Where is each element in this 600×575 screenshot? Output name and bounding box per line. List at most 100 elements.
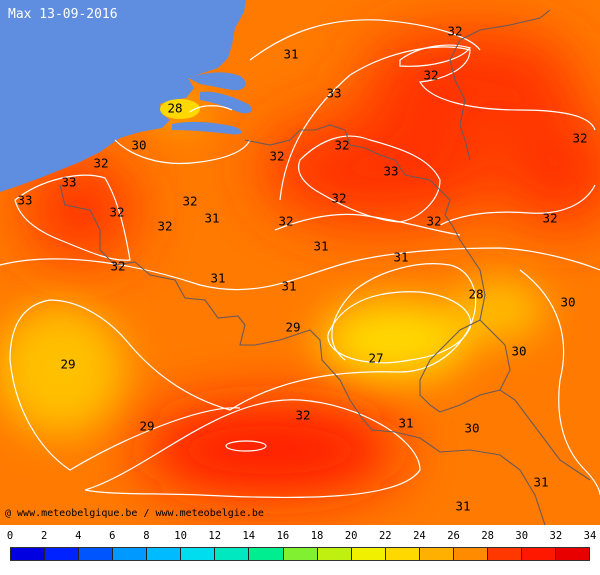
isotherm-label: 29 (60, 356, 76, 372)
isoline-33-west (14, 174, 131, 261)
border-be-de (419, 224, 486, 413)
scale-segment (317, 548, 352, 560)
isotherm-label: 33 (326, 85, 342, 101)
scale-tick-label: 26 (447, 530, 460, 542)
border-de-fr (499, 389, 591, 481)
isotherm-label: 32 (426, 213, 442, 229)
map-canvas (0, 0, 600, 525)
isotherm-label: 32 (447, 23, 463, 39)
isotherm-label: 31 (283, 46, 299, 62)
scale-segment (487, 548, 522, 560)
scale-segment (385, 548, 420, 560)
isotherm-label: 33 (17, 192, 33, 208)
isotherm-label: 32 (331, 190, 347, 206)
isotherm-label: 31 (313, 238, 329, 254)
cool-zone-west (0, 305, 125, 435)
isotherm-label: 32 (93, 155, 109, 171)
isotherm-label: 30 (464, 420, 480, 436)
isotherm-label: 33 (61, 174, 77, 190)
hot-zone-west (25, 160, 135, 260)
isotherm-label: 29 (285, 319, 301, 335)
hot-zone-east (500, 110, 600, 230)
scale-segment (10, 548, 46, 560)
isotherm-label: 32 (110, 258, 126, 274)
isotherm-label: 27 (368, 350, 384, 366)
isoline-27 (327, 291, 472, 364)
estuary-south (172, 121, 242, 135)
hot-zone-south (140, 405, 400, 495)
country-borders (59, 9, 591, 525)
border-fr-be (59, 184, 546, 525)
estuary-middle (200, 91, 252, 114)
isotherm-label: 32 (542, 210, 558, 226)
scale-bar (10, 547, 591, 561)
credit-text: @ www.meteobelgique.be / www.meteobelgie… (5, 508, 264, 519)
hot-zone-north (260, 115, 500, 225)
isotherm-label: 30 (511, 343, 527, 359)
isotherm-label: 32 (269, 148, 285, 164)
scale-tick-label: 16 (276, 530, 290, 542)
isoline-33-band (279, 46, 596, 201)
scale-tick-label: 14 (242, 530, 256, 542)
estuary-north (188, 72, 246, 91)
isotherm-label: 32 (278, 213, 294, 229)
cool-zone-center (320, 300, 470, 380)
north-sea (0, 0, 246, 192)
scale-tick-label: 8 (143, 530, 150, 542)
color-scale: 0 2 4 6 8 10 12 14 16 18 20 22 24 26 28 30 32 34 (0, 525, 600, 575)
isotherm-label: 33 (383, 163, 399, 179)
isotherm-label: 31 (455, 498, 471, 514)
scale-tick-label: 28 (481, 530, 494, 542)
scale-tick-label: 10 (174, 530, 187, 542)
scale-tick-label: 34 (583, 530, 597, 542)
scale-segment (79, 548, 114, 560)
isotherm-label: 31 (393, 249, 409, 265)
border-lu (439, 319, 511, 413)
isotherm-lines (0, 19, 600, 499)
isotherm-label: 30 (560, 294, 576, 310)
border-nl-de (449, 9, 551, 161)
isoline-33-center (297, 135, 441, 223)
isoline-32-north (249, 19, 481, 61)
isoline-28-island (189, 105, 233, 113)
scale-segment (521, 548, 556, 560)
scale-tick-label: 24 (413, 530, 426, 542)
scale-tick-label: 32 (549, 530, 563, 542)
scale-tick-label: 0 (6, 530, 14, 542)
scale-segment (351, 548, 386, 560)
isotherm-label: 32 (182, 193, 198, 209)
scale-segment (283, 548, 318, 560)
isotherm-label: 32 (423, 67, 439, 83)
isoline-32-central (274, 213, 461, 236)
isotherm-label: 31 (204, 210, 220, 226)
scale-segment (419, 548, 454, 560)
scale-tick-label: 30 (515, 530, 529, 542)
temperature-map: Max 13-09-2016 @ www.meteobelgique.be / … (0, 0, 600, 525)
scale-segment (556, 548, 591, 560)
isotherm-label: 28 (468, 286, 484, 302)
hot-zone-northeast (360, 30, 580, 130)
isoline-29-west (9, 263, 477, 411)
scale-tick-label: 12 (208, 530, 222, 542)
scale-tick-label: 18 (310, 530, 324, 542)
isotherm-label: 30 (131, 137, 147, 153)
isotherm-label: 29 (139, 418, 155, 434)
isotherm-label: 32 (295, 407, 311, 423)
isoline-29-south (9, 359, 241, 471)
isotherm-label: 31 (398, 415, 414, 431)
map-title: Max 13-09-2016 (8, 7, 118, 22)
isotherm-label: 31 (281, 278, 297, 294)
scale-tick-label: 2 (40, 530, 48, 542)
scale-segment (249, 548, 284, 560)
scale-segment (147, 548, 182, 560)
isotherm-label: 31 (533, 474, 549, 490)
isotherm-label: 32 (109, 204, 125, 220)
scale-tick-label: 20 (344, 530, 358, 542)
scale-tick-label: 6 (109, 530, 116, 542)
scale-segment (215, 548, 250, 560)
isoline-32-east (439, 184, 596, 226)
isoline-30-east (519, 269, 600, 496)
border-nl-be (244, 124, 453, 226)
scale-tick-label: 4 (75, 530, 82, 542)
